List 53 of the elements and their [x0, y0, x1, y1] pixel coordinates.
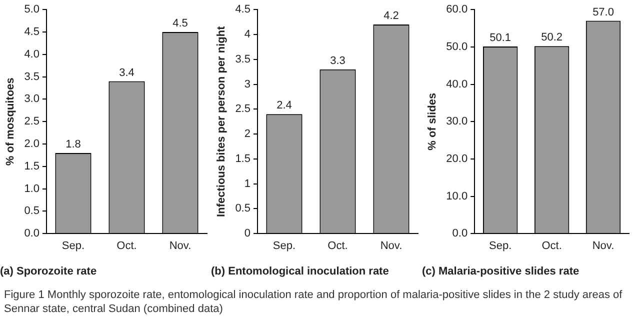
y-tick-label: 1: [244, 178, 250, 190]
y-tick-label: 4.5: [24, 26, 40, 38]
x-tick-label: Sep.: [62, 240, 85, 252]
y-tick-label: 1.0: [24, 182, 40, 195]
y-axis-title: Infectious bites per person per night: [216, 26, 228, 217]
data-label: 3.4: [119, 66, 134, 79]
text: (b) Entomological inoculation rate: [211, 265, 389, 278]
data-label: 4.2: [384, 10, 399, 22]
y-axis-title: % of mosquitoes: [4, 78, 17, 166]
y-tick-label: 3.0: [24, 93, 40, 106]
y-tick-label: 40.0: [446, 78, 468, 90]
y-tick-label: 2: [244, 128, 250, 140]
y-tick-label: 1.5: [235, 152, 250, 165]
x-tick-label: Oct.: [328, 240, 348, 252]
text: (c) Malaria-positive slides rate: [422, 265, 580, 278]
data-label: 50.2: [541, 32, 563, 44]
y-tick-label: 2.0: [24, 138, 40, 150]
x-tick-label: Oct.: [542, 240, 562, 252]
y-tick-label: 0.0: [452, 228, 468, 240]
y-tick-label: 0.5: [235, 202, 250, 215]
data-label: 4.5: [172, 18, 188, 30]
data-label: 3.3: [330, 54, 346, 67]
y-tick-label: 5.0: [24, 4, 40, 16]
y-tick-label: 50.0: [446, 40, 468, 53]
y-tick-label: 1.5: [24, 160, 40, 172]
y-tick-label: 3: [244, 78, 250, 90]
data-label: 1.8: [66, 138, 81, 150]
x-tick-label: Nov.: [169, 240, 192, 252]
caption: Figure 1 Monthly sporozoite rate, entomological inoculation rate and proportion of malaria-positive slides in the 2 study areas of Sennar state, central Sudan (combined data): [3, 288, 624, 316]
x-tick-label: Sep.: [489, 240, 512, 252]
data-label: 2.4: [276, 100, 292, 112]
data-label: 50.1: [490, 32, 512, 44]
y-tick-label: 2.5: [235, 103, 250, 116]
y-tick-label: 4: [244, 28, 250, 41]
y-tick-label: 4.5: [235, 4, 250, 16]
x-tick-label: Sep.: [272, 240, 296, 252]
y-tick-label: 3.5: [235, 53, 250, 66]
data-label: 57.0: [592, 6, 614, 18]
y-tick-label: 0.0: [24, 228, 40, 240]
x-tick-label: Oct.: [116, 240, 137, 252]
y-tick-label: 30.0: [446, 116, 468, 128]
y-axis-title: % of slides: [426, 92, 439, 150]
y-tick-label: 0: [244, 228, 250, 240]
x-tick-label: Nov.: [380, 240, 402, 252]
y-tick-label: 2.5: [24, 116, 40, 128]
y-tick-label: 0.5: [24, 205, 40, 218]
y-tick-label: 4.0: [24, 48, 40, 60]
y-tick-label: 10.0: [446, 190, 468, 202]
y-tick-label: 20.0: [446, 152, 468, 165]
y-tick-label: 3.5: [24, 70, 40, 83]
y-tick-label: 60.0: [446, 4, 468, 16]
text: (a) Sporozoite rate: [0, 265, 97, 278]
x-tick-label: Nov.: [592, 240, 614, 252]
